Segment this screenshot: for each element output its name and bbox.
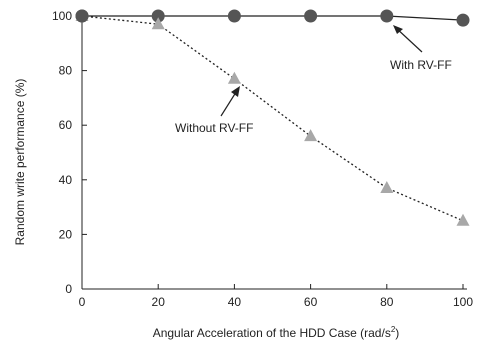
annotation-without-rv-ff: Without RV-FF: [175, 121, 253, 135]
x-axis-label-main: Angular Acceleration of the HDD Case (ra…: [153, 326, 391, 340]
y-tick-label: 80: [59, 64, 73, 78]
x-axis-label-superscript: 2: [391, 325, 396, 334]
data-point-with-rv-ff: [304, 9, 318, 23]
series-layer: [75, 9, 470, 226]
x-tick-label: 60: [304, 295, 318, 309]
x-tick-label: 20: [152, 295, 166, 309]
data-point-without-rv-ff: [227, 71, 241, 84]
data-point-without-rv-ff: [456, 213, 470, 226]
axis-ticks: 0 20 40 60 80 100 0 20 40 60 80 100: [52, 9, 473, 309]
y-tick-label: 100: [52, 9, 72, 23]
data-point-with-rv-ff: [151, 9, 165, 23]
data-point-without-rv-ff: [380, 180, 394, 193]
y-axis-label: Random write performance (%): [13, 79, 27, 246]
annotation-without-arrowhead: [231, 86, 240, 97]
series-line-with-rv-ff: [82, 15, 464, 21]
data-point-without-rv-ff: [151, 17, 165, 30]
y-tick-label: 0: [65, 282, 72, 296]
x-tick-label: 0: [79, 295, 86, 309]
y-tick-label: 20: [59, 227, 73, 241]
y-tick-label: 60: [59, 118, 73, 132]
data-point-with-rv-ff: [380, 9, 394, 23]
annotation-with-rv-ff: With RV-FF: [390, 58, 452, 72]
x-tick-label: 40: [228, 295, 242, 309]
data-point-with-rv-ff: [75, 9, 89, 23]
x-axis-label: Angular Acceleration of the HDD Case (ra…: [153, 325, 400, 340]
y-tick-label: 40: [59, 173, 73, 187]
series-line-without-rv-ff: [81, 15, 464, 222]
annotation-with-arrowhead: [393, 25, 403, 34]
annotation-layer: With RV-FF Without RV-FF: [175, 25, 452, 135]
x-tick-label: 80: [380, 295, 394, 309]
x-axis-label-close: ): [395, 326, 399, 340]
data-point-with-rv-ff: [456, 13, 470, 27]
data-point-without-rv-ff: [304, 129, 318, 142]
data-point-with-rv-ff: [227, 9, 241, 23]
x-tick-label: 100: [453, 295, 473, 309]
